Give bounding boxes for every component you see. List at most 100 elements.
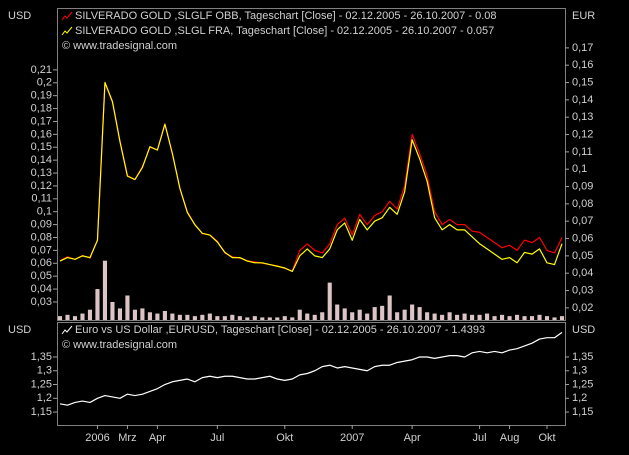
volume-bar — [320, 312, 325, 320]
x-tick-label: Apr — [149, 432, 166, 444]
y2-tick-label: 0,02 — [572, 302, 593, 314]
panel-frame — [57, 322, 566, 426]
y-tick-label: 0,04 — [31, 283, 52, 295]
x-tick-label: Okt — [276, 432, 293, 444]
volume-bar — [477, 314, 482, 320]
source-label: © www.tradesignal.com — [62, 339, 177, 351]
y-tick-label: 0,18 — [31, 102, 52, 114]
volume-bar — [282, 316, 287, 320]
volume-bar — [200, 314, 205, 320]
volume-bar — [170, 313, 175, 320]
series-line — [59, 81, 563, 273]
volume-bar — [252, 316, 257, 320]
volume-bar — [387, 295, 392, 320]
legend-label: Euro vs US Dollar ,EURUSD, Tageschart [C… — [75, 324, 485, 336]
volume-bar — [80, 313, 85, 320]
y-tick-label: 0,05 — [31, 270, 52, 282]
y2-tick-label: 0,15 — [572, 76, 593, 88]
volume-bar — [87, 309, 93, 320]
volume-bar — [402, 309, 407, 320]
y2-tick-label: 0,17 — [572, 42, 593, 54]
y-tick-label: 0,09 — [31, 219, 52, 231]
volume-bar — [522, 316, 527, 320]
y-tick-label: 0,1 — [37, 206, 52, 218]
y-axis-unit: USD — [8, 10, 31, 22]
volume-bar — [507, 316, 512, 320]
volume-bar — [350, 312, 355, 320]
volume-bar — [132, 309, 137, 320]
y2-tick-label: 0,16 — [572, 59, 593, 71]
y2-tick-label: 0,05 — [572, 250, 593, 262]
volume-bar — [470, 314, 475, 320]
y-tick-label: 0,03 — [31, 296, 52, 308]
y-tick-label: 0,13 — [31, 167, 52, 179]
volume-bar — [290, 317, 295, 320]
volume-bar — [222, 316, 227, 320]
volume-bar — [312, 314, 317, 320]
volume-bar — [425, 312, 430, 320]
volume-bar — [305, 313, 310, 320]
y-tick-label: 1,3 — [37, 365, 52, 377]
volume-bar — [432, 313, 437, 320]
y-tick-label: 0,15 — [31, 141, 52, 153]
volume-bar — [57, 316, 63, 320]
y-tick-label: 0,11 — [31, 193, 52, 205]
volume-bar — [485, 313, 490, 320]
volume-bar — [335, 304, 340, 320]
y-tick-label: 0,17 — [31, 115, 52, 127]
volume-bar — [455, 314, 460, 320]
volume-bar — [440, 314, 445, 320]
y2-axis-unit: USD — [572, 324, 595, 336]
volume-bar — [537, 314, 542, 320]
volume-bar — [462, 313, 467, 320]
volume-bar — [417, 307, 422, 320]
volume-bar — [342, 308, 347, 320]
volume-bar — [552, 317, 557, 320]
x-tick-label: Okt — [538, 432, 555, 444]
volume-bar — [162, 310, 167, 320]
y-axis-unit: USD — [8, 324, 31, 336]
y2-tick-label: 0,14 — [572, 94, 593, 106]
volume-bar — [529, 316, 535, 320]
volume-bar — [260, 317, 265, 320]
volume-bar — [395, 312, 400, 320]
y-tick-label: 0,14 — [31, 154, 52, 166]
legend-label: SILVERADO GOLD ,SLGLF OBB, Tageschart [C… — [75, 10, 496, 22]
y2-tick-label: 1,2 — [572, 392, 587, 404]
volume-bar — [117, 308, 123, 320]
legend-icon — [61, 11, 73, 21]
volume-bar — [447, 312, 452, 320]
y2-tick-label: 0,07 — [572, 215, 593, 227]
y2-tick-label: 1,3 — [572, 365, 587, 377]
x-tick-label: Jul — [210, 432, 224, 444]
legend-label: SILVERADO GOLD ,SLGL FRA, Tageschart [Cl… — [75, 25, 494, 37]
y2-tick-label: 0,09 — [572, 180, 593, 192]
y2-tick-label: 0,06 — [572, 232, 593, 244]
volume-bar — [410, 304, 415, 320]
volume-bar — [327, 282, 332, 320]
volume-bar — [72, 316, 78, 320]
volume-bar — [245, 317, 250, 320]
y2-tick-label: 1,15 — [572, 406, 593, 418]
y2-tick-label: 0,1 — [572, 163, 587, 175]
volume-bar — [102, 260, 108, 320]
volume-bar — [65, 314, 70, 320]
volume-bar — [177, 314, 182, 320]
legend-icon — [61, 26, 73, 36]
x-tick-label: Apr — [404, 432, 421, 444]
y-tick-label: 0,2 — [37, 77, 52, 89]
y-tick-label: 0,16 — [31, 128, 52, 140]
volume-bar — [499, 314, 505, 320]
y-tick-label: 1,2 — [37, 392, 52, 404]
volume-bar — [357, 309, 362, 320]
volume-bar — [207, 313, 212, 320]
volume-bar — [380, 305, 385, 320]
y-tick-label: 0,19 — [31, 90, 52, 102]
volume-bar — [230, 314, 235, 320]
volume-bar — [215, 316, 220, 320]
y2-tick-label: 0,12 — [572, 128, 593, 140]
y2-tick-label: 0,13 — [572, 111, 593, 123]
volume-bar — [514, 314, 520, 320]
volume-bar — [267, 317, 272, 320]
x-tick-label: 2007 — [340, 432, 364, 444]
